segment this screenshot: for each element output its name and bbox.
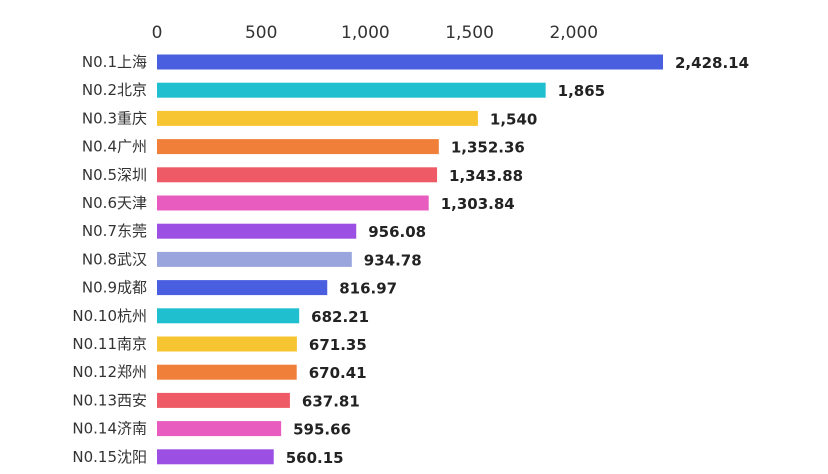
value-label: 956.08 (368, 223, 426, 241)
value-label: 1,303.84 (441, 195, 515, 213)
x-tick-label: 2,000 (549, 23, 598, 43)
bar (157, 364, 297, 380)
x-tick-label: 1,000 (341, 23, 390, 43)
value-label: 816.97 (339, 280, 397, 298)
bar (157, 167, 438, 183)
bar (157, 223, 357, 239)
bar (157, 392, 290, 408)
x-axis-ticks: 0 500 1,000 1,500 2,000 (152, 23, 599, 43)
category-label: N0.14济南 (72, 420, 147, 438)
category-label: N0.5深圳 (82, 166, 147, 184)
bar (157, 280, 328, 296)
category-label: N0.3重庆 (82, 109, 147, 127)
value-label: 637.81 (302, 392, 360, 410)
value-label: 1,540 (490, 110, 537, 128)
bar (157, 82, 546, 98)
bar (157, 110, 478, 126)
category-label: N0.4广州 (82, 138, 147, 156)
category-label: N0.15沈阳 (72, 448, 147, 466)
x-tick-label: 1,500 (445, 23, 494, 43)
value-label: 560.15 (286, 449, 344, 467)
category-label: N0.7东莞 (82, 222, 147, 240)
category-label: N0.6天津 (82, 194, 147, 212)
category-label: N0.2北京 (82, 81, 147, 99)
bar (157, 195, 429, 211)
value-label: 595.66 (293, 421, 351, 439)
bar (157, 54, 663, 70)
bar (157, 251, 352, 267)
value-label: 1,352.36 (451, 139, 525, 157)
value-label: 2,428.14 (675, 54, 749, 72)
category-label: N0.10杭州 (72, 307, 147, 325)
bars: N0.1上海 2,428.14 N0.2北京 1,865 N0.3重庆 1,540 N0.4… (72, 53, 749, 467)
category-label: N0.13西安 (72, 391, 147, 409)
bar (157, 421, 282, 437)
value-label: 671.35 (309, 336, 367, 354)
bar (157, 336, 297, 352)
bar (157, 449, 274, 465)
value-label: 670.41 (309, 364, 367, 382)
value-label: 1,865 (558, 82, 605, 100)
value-label: 1,343.88 (449, 167, 523, 185)
category-label: N0.8武汉 (82, 250, 147, 268)
category-label: N0.12郑州 (72, 363, 147, 381)
category-label: N0.1上海 (82, 53, 147, 71)
x-tick-label: 0 (152, 23, 163, 43)
value-label: 682.21 (311, 308, 369, 326)
value-label: 934.78 (364, 251, 422, 269)
bar (157, 139, 439, 155)
x-tick-label: 500 (245, 23, 277, 43)
category-label: N0.11南京 (72, 335, 147, 353)
bar (157, 308, 300, 324)
category-label: N0.9成都 (82, 279, 147, 297)
